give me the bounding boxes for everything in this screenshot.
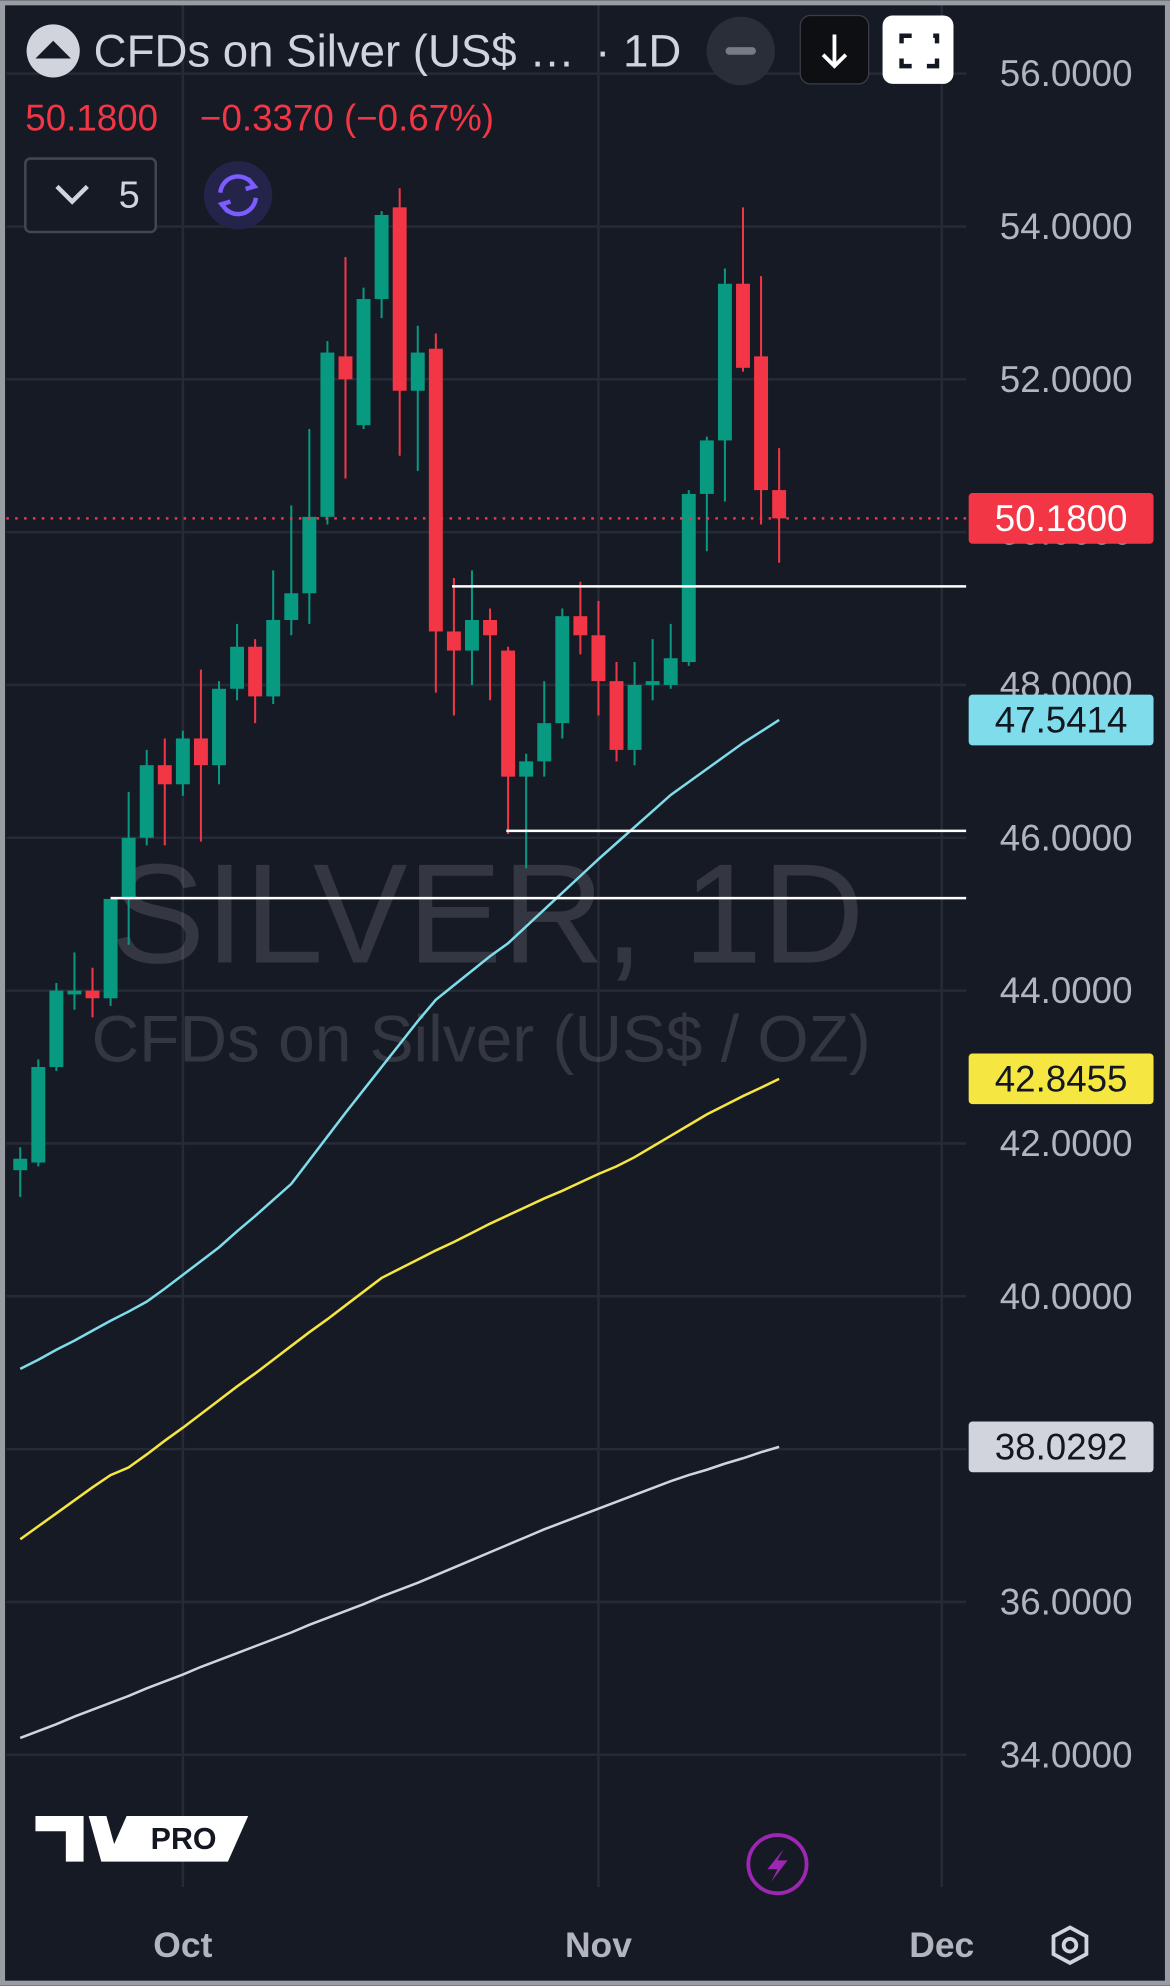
watermark-sub: CFDs on Silver (US$ / OZ)	[92, 1002, 871, 1076]
candle-body	[338, 356, 353, 380]
logo-text: PRO	[151, 1822, 217, 1856]
y-tick-label: 54.0000	[1000, 206, 1133, 247]
y-tick-label: 42.0000	[1000, 1123, 1133, 1164]
x-tick-label: Oct	[153, 1925, 212, 1965]
fullscreen-button[interactable]	[882, 15, 954, 84]
chevron-icon	[55, 184, 89, 205]
candle-body	[555, 616, 570, 724]
candle-body	[645, 681, 660, 685]
candle-body	[627, 684, 642, 750]
price-badge-label: 38.0292	[995, 1426, 1128, 1467]
price-badge-label: 50.1800	[995, 498, 1128, 539]
moving-average	[19, 718, 780, 1370]
candle-body	[320, 352, 335, 517]
candle-body	[49, 990, 64, 1068]
candle-body	[464, 619, 479, 651]
candle-body	[609, 681, 624, 750]
candle-body	[699, 440, 714, 494]
candle-body	[139, 765, 154, 838]
collapse-icon	[725, 47, 756, 55]
candle-body	[266, 619, 281, 697]
y-tick-label: 56.0000	[1000, 53, 1133, 94]
candle-body	[121, 837, 136, 899]
sync-icon	[217, 174, 259, 217]
y-tick-label: 40.0000	[1000, 1276, 1133, 1317]
candle-body	[284, 593, 299, 620]
candle-body	[537, 723, 552, 762]
time-axis: Oct Nov Dec	[153, 1925, 974, 1965]
candle-body	[717, 283, 732, 441]
download-icon	[821, 34, 848, 69]
candle-body	[591, 635, 606, 682]
candle-body	[13, 1158, 28, 1171]
interval[interactable]: · 1D	[595, 25, 681, 76]
moving-average	[19, 1445, 780, 1740]
candle-body	[212, 688, 226, 766]
y-tick-label: 36.0000	[1000, 1581, 1133, 1622]
candle-body	[175, 738, 190, 785]
symbol-title[interactable]: CFDs on Silver (US$ …	[94, 25, 575, 76]
candle-body	[483, 619, 497, 636]
candle-body	[302, 516, 317, 594]
price-badge	[968, 1053, 1154, 1105]
candle-body	[772, 490, 787, 519]
candle-body	[248, 646, 263, 697]
watermark: SILVER, 1D	[111, 835, 865, 993]
y-tick-label: 34.0000	[1000, 1734, 1133, 1775]
candle-body	[428, 348, 443, 632]
lightning-icon	[767, 1848, 788, 1882]
tv-logo	[35, 1816, 249, 1862]
candle-body	[157, 765, 172, 785]
price-axis: 34.000036.000038.000040.000042.000044.00…	[968, 53, 1154, 1775]
y-tick-label: 44.0000	[1000, 970, 1133, 1011]
candle-body	[356, 299, 371, 426]
candle-body	[374, 214, 389, 300]
settings-button[interactable]	[1051, 1925, 1089, 1966]
candle-body	[103, 898, 118, 999]
price-badge	[968, 493, 1154, 544]
price-badge	[968, 1421, 1154, 1473]
candle-body	[573, 616, 588, 636]
indicators-toggle[interactable]	[24, 157, 158, 234]
grid	[6, 0, 967, 1887]
y-tick-label: 52.0000	[1000, 359, 1133, 400]
candle-body	[67, 990, 82, 995]
candle-body	[230, 646, 245, 689]
sync-button[interactable]	[203, 161, 273, 230]
symbol-logo-mark	[35, 40, 71, 59]
candle-body	[663, 658, 678, 685]
plot	[6, 188, 967, 1740]
candle-body	[85, 990, 100, 999]
moving-average	[19, 1077, 780, 1541]
candle-body	[736, 283, 750, 368]
x-tick-label: Nov	[565, 1925, 632, 1965]
candle-body	[681, 493, 696, 663]
x-tick-label: Dec	[909, 1925, 974, 1965]
candle-body	[501, 650, 516, 777]
price-badge-label: 42.8455	[995, 1058, 1128, 1099]
candle-body	[410, 352, 425, 391]
price-badge	[968, 694, 1154, 746]
indicator-count: 5	[119, 174, 140, 216]
y-tick-label: 46.0000	[1000, 817, 1133, 858]
price-change: −0.3370 (−0.67%)	[200, 98, 494, 139]
candle-body	[446, 631, 461, 651]
candle-body	[392, 207, 407, 391]
candle-body	[519, 761, 534, 777]
candle-body	[754, 356, 769, 491]
candle-body	[193, 738, 208, 766]
last-price: 50.1800	[25, 98, 158, 139]
lightning-button[interactable]	[746, 1833, 809, 1896]
candle-body	[31, 1067, 46, 1163]
price-badge-label: 47.5414	[995, 699, 1128, 740]
settings-icon	[1061, 1936, 1079, 1954]
fullscreen-icon	[899, 33, 940, 69]
